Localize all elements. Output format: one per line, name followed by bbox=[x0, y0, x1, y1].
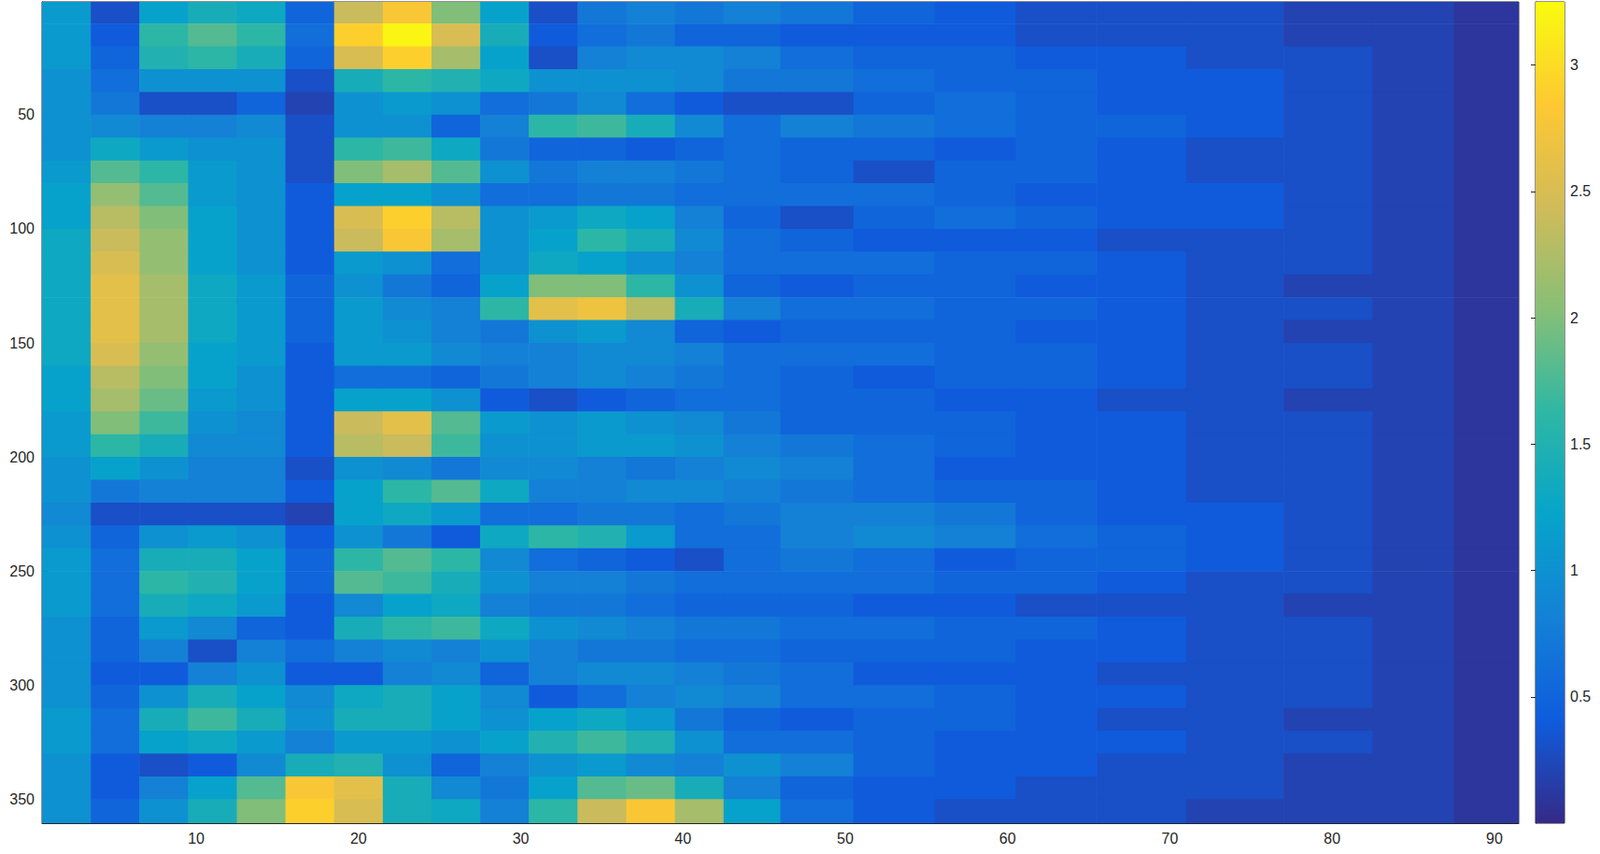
svg-text:80: 80 bbox=[1323, 830, 1341, 847]
svg-text:0.5: 0.5 bbox=[1570, 688, 1591, 705]
svg-text:70: 70 bbox=[1161, 830, 1179, 847]
svg-text:60: 60 bbox=[999, 830, 1017, 847]
svg-text:2.5: 2.5 bbox=[1570, 183, 1591, 199]
svg-text:40: 40 bbox=[674, 830, 692, 847]
svg-text:100: 100 bbox=[9, 220, 35, 237]
svg-text:20: 20 bbox=[350, 830, 368, 847]
svg-text:30: 30 bbox=[512, 830, 530, 847]
svg-text:350: 350 bbox=[9, 791, 35, 808]
svg-text:250: 250 bbox=[9, 563, 35, 580]
svg-text:50: 50 bbox=[836, 830, 854, 847]
svg-text:10: 10 bbox=[187, 830, 205, 847]
svg-text:1: 1 bbox=[1570, 562, 1579, 579]
svg-text:200: 200 bbox=[9, 449, 35, 466]
svg-text:150: 150 bbox=[9, 335, 35, 352]
svg-text:2: 2 bbox=[1570, 310, 1579, 326]
svg-text:50: 50 bbox=[17, 106, 35, 123]
svg-text:3: 3 bbox=[1570, 56, 1579, 73]
svg-text:90: 90 bbox=[1486, 830, 1503, 847]
svg-text:1.5: 1.5 bbox=[1570, 436, 1591, 453]
svg-text:300: 300 bbox=[9, 677, 35, 694]
